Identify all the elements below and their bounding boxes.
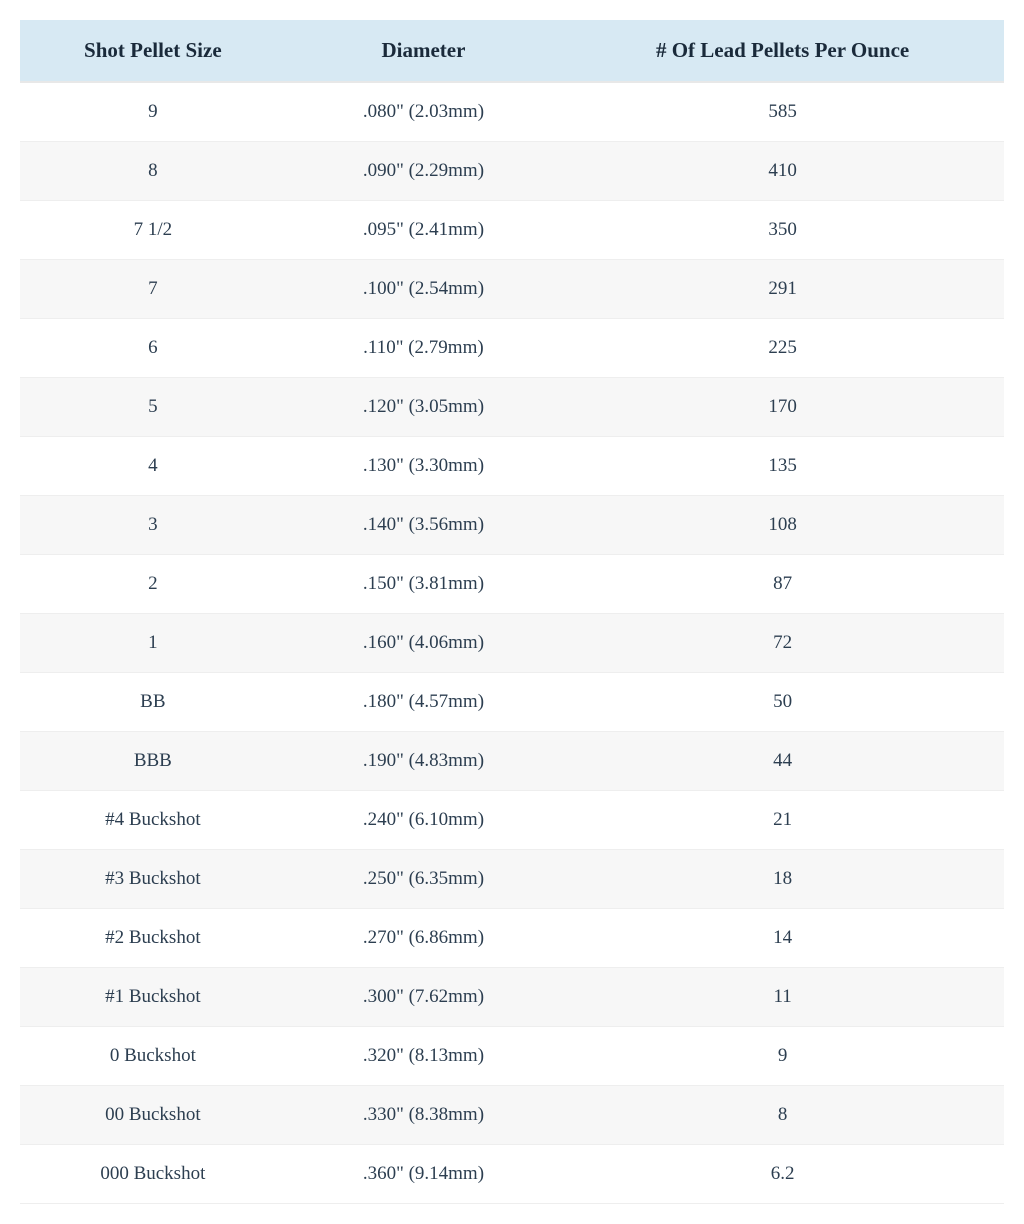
cell-pellets: 291 (561, 260, 1004, 319)
table-row: 7.100" (2.54mm)291 (20, 260, 1004, 319)
cell-size: 00 Buckshot (20, 1086, 286, 1145)
cell-pellets: 410 (561, 142, 1004, 201)
cell-pellets: 8 (561, 1086, 1004, 1145)
table-row: 7 1/2.095" (2.41mm)350 (20, 201, 1004, 260)
cell-diameter: .090" (2.29mm) (286, 142, 562, 201)
cell-diameter: .100" (2.54mm) (286, 260, 562, 319)
table-row: 5.120" (3.05mm)170 (20, 378, 1004, 437)
cell-size: 2 (20, 555, 286, 614)
cell-pellets: 350 (561, 201, 1004, 260)
cell-size: 0 Buckshot (20, 1027, 286, 1086)
table-header-row: Shot Pellet Size Diameter # Of Lead Pell… (20, 20, 1004, 82)
cell-diameter: .130" (3.30mm) (286, 437, 562, 496)
cell-size: 7 (20, 260, 286, 319)
table-row: 000 Buckshot.360" (9.14mm)6.2 (20, 1145, 1004, 1204)
table-row: #2 Buckshot.270" (6.86mm)14 (20, 909, 1004, 968)
cell-pellets: 72 (561, 614, 1004, 673)
table-row: 9.080" (2.03mm)585 (20, 82, 1004, 142)
table-row: #4 Buckshot.240" (6.10mm)21 (20, 791, 1004, 850)
table-row: BB.180" (4.57mm)50 (20, 673, 1004, 732)
cell-pellets: 50 (561, 673, 1004, 732)
cell-size: 7 1/2 (20, 201, 286, 260)
cell-pellets: 6.2 (561, 1145, 1004, 1204)
cell-pellets: 11 (561, 968, 1004, 1027)
table-row: 4.130" (3.30mm)135 (20, 437, 1004, 496)
cell-pellets: 225 (561, 319, 1004, 378)
shot-pellet-table: Shot Pellet Size Diameter # Of Lead Pell… (20, 20, 1004, 1204)
cell-size: 9 (20, 82, 286, 142)
cell-diameter: .180" (4.57mm) (286, 673, 562, 732)
cell-diameter: .190" (4.83mm) (286, 732, 562, 791)
cell-diameter: .330" (8.38mm) (286, 1086, 562, 1145)
cell-diameter: .095" (2.41mm) (286, 201, 562, 260)
table-row: 8.090" (2.29mm)410 (20, 142, 1004, 201)
cell-diameter: .240" (6.10mm) (286, 791, 562, 850)
cell-size: 000 Buckshot (20, 1145, 286, 1204)
table-row: BBB.190" (4.83mm)44 (20, 732, 1004, 791)
cell-pellets: 87 (561, 555, 1004, 614)
table-row: 6.110" (2.79mm)225 (20, 319, 1004, 378)
cell-size: #4 Buckshot (20, 791, 286, 850)
table-row: 1.160" (4.06mm)72 (20, 614, 1004, 673)
cell-pellets: 44 (561, 732, 1004, 791)
cell-diameter: .120" (3.05mm) (286, 378, 562, 437)
cell-size: 1 (20, 614, 286, 673)
cell-pellets: 9 (561, 1027, 1004, 1086)
table-row: 00 Buckshot.330" (8.38mm)8 (20, 1086, 1004, 1145)
cell-size: BBB (20, 732, 286, 791)
cell-pellets: 14 (561, 909, 1004, 968)
cell-pellets: 21 (561, 791, 1004, 850)
table-row: 0 Buckshot.320" (8.13mm)9 (20, 1027, 1004, 1086)
table-row: #3 Buckshot.250" (6.35mm)18 (20, 850, 1004, 909)
cell-size: 6 (20, 319, 286, 378)
cell-diameter: .320" (8.13mm) (286, 1027, 562, 1086)
table-body: 9.080" (2.03mm)5858.090" (2.29mm)4107 1/… (20, 82, 1004, 1204)
col-header-pellets: # Of Lead Pellets Per Ounce (561, 20, 1004, 82)
cell-size: #3 Buckshot (20, 850, 286, 909)
cell-size: 4 (20, 437, 286, 496)
cell-size: 5 (20, 378, 286, 437)
cell-diameter: .080" (2.03mm) (286, 82, 562, 142)
cell-diameter: .160" (4.06mm) (286, 614, 562, 673)
col-header-size: Shot Pellet Size (20, 20, 286, 82)
col-header-diameter: Diameter (286, 20, 562, 82)
cell-diameter: .270" (6.86mm) (286, 909, 562, 968)
cell-diameter: .360" (9.14mm) (286, 1145, 562, 1204)
cell-diameter: .300" (7.62mm) (286, 968, 562, 1027)
cell-pellets: 108 (561, 496, 1004, 555)
cell-size: #1 Buckshot (20, 968, 286, 1027)
cell-pellets: 18 (561, 850, 1004, 909)
table-row: 2.150" (3.81mm)87 (20, 555, 1004, 614)
cell-size: #2 Buckshot (20, 909, 286, 968)
table-row: 3.140" (3.56mm)108 (20, 496, 1004, 555)
cell-diameter: .140" (3.56mm) (286, 496, 562, 555)
cell-pellets: 135 (561, 437, 1004, 496)
table-row: #1 Buckshot.300" (7.62mm)11 (20, 968, 1004, 1027)
cell-diameter: .110" (2.79mm) (286, 319, 562, 378)
cell-diameter: .150" (3.81mm) (286, 555, 562, 614)
cell-pellets: 170 (561, 378, 1004, 437)
cell-pellets: 585 (561, 82, 1004, 142)
cell-size: BB (20, 673, 286, 732)
cell-diameter: .250" (6.35mm) (286, 850, 562, 909)
cell-size: 3 (20, 496, 286, 555)
cell-size: 8 (20, 142, 286, 201)
